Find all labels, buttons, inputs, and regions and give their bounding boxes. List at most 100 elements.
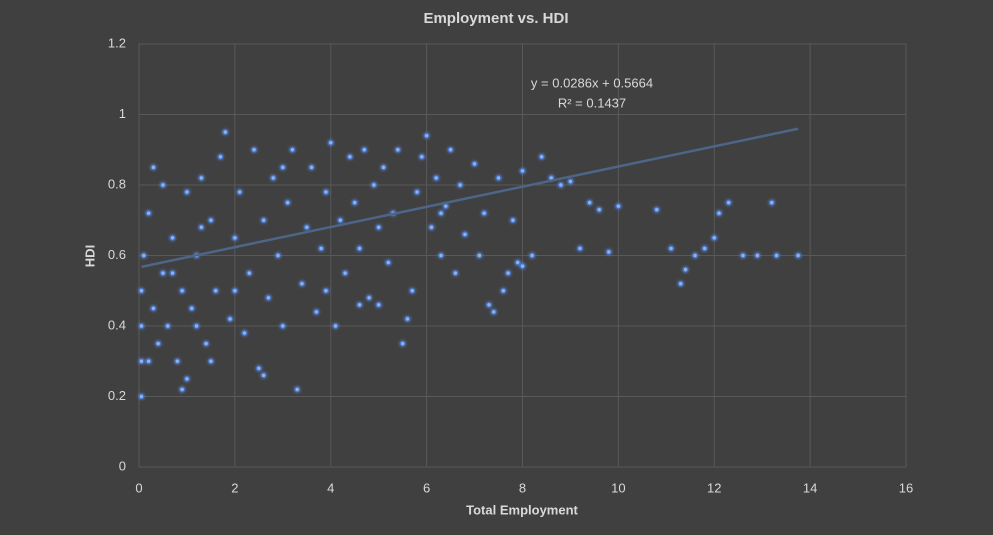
point <box>596 206 603 213</box>
point <box>289 146 296 153</box>
point <box>385 259 392 266</box>
point <box>231 287 238 294</box>
point <box>179 386 186 393</box>
point <box>438 210 444 217</box>
point <box>160 182 166 188</box>
trendline-r2: R² = 0.1437 <box>558 95 626 110</box>
point <box>514 259 521 266</box>
point <box>438 252 444 259</box>
point <box>462 231 468 238</box>
y-tick-label: 0.2 <box>108 388 126 403</box>
point <box>423 132 430 139</box>
x-tick-label: 8 <box>519 480 526 495</box>
point <box>380 164 387 171</box>
point <box>447 146 454 153</box>
point <box>332 323 339 329</box>
point <box>519 167 526 174</box>
point <box>481 210 488 217</box>
point <box>145 210 152 217</box>
point <box>188 305 195 312</box>
point <box>150 305 157 312</box>
point <box>241 330 248 336</box>
x-axis-title: Total Employment <box>466 502 578 517</box>
point <box>160 270 166 277</box>
point <box>217 153 224 160</box>
point <box>138 287 145 294</box>
point <box>356 245 363 252</box>
point <box>236 189 243 195</box>
point <box>692 252 698 259</box>
point <box>246 270 253 277</box>
grid <box>138 43 907 468</box>
point <box>184 375 190 382</box>
point <box>270 175 277 181</box>
point <box>255 365 262 372</box>
point <box>577 245 583 252</box>
point <box>375 301 382 308</box>
point <box>231 234 238 241</box>
point <box>260 372 267 379</box>
point <box>795 252 802 259</box>
trendline <box>141 127 799 269</box>
point <box>198 175 205 181</box>
point <box>169 234 176 241</box>
point <box>361 146 368 153</box>
point <box>150 164 157 171</box>
point <box>222 129 229 136</box>
point <box>318 245 325 252</box>
point <box>227 316 233 322</box>
point <box>682 266 689 273</box>
point <box>414 189 420 195</box>
point <box>519 263 526 269</box>
point <box>260 217 267 224</box>
point <box>342 270 349 277</box>
point <box>500 287 507 294</box>
point <box>716 210 722 217</box>
y-tick-label: 0.8 <box>108 176 126 191</box>
point <box>208 217 214 224</box>
point <box>323 287 329 294</box>
point <box>347 153 353 160</box>
point <box>418 153 425 160</box>
point <box>510 217 516 224</box>
point <box>366 294 373 301</box>
point <box>668 245 675 252</box>
y-tick-label: 1 <box>119 106 126 121</box>
point <box>567 178 574 185</box>
point <box>138 393 145 400</box>
point <box>294 386 301 393</box>
point <box>452 270 459 277</box>
point <box>711 234 718 241</box>
point <box>404 316 411 322</box>
point <box>184 189 190 195</box>
point <box>169 270 176 277</box>
point <box>433 175 440 181</box>
point <box>773 252 780 259</box>
point <box>505 270 512 277</box>
point <box>394 146 401 153</box>
x-tick-label: 12 <box>707 480 721 495</box>
point <box>313 309 320 315</box>
point <box>155 340 162 347</box>
point <box>653 206 660 213</box>
x-tick-label: 4 <box>327 480 334 495</box>
point <box>198 224 205 231</box>
point <box>145 358 152 365</box>
point <box>299 280 305 287</box>
x-tick-label: 16 <box>899 480 913 495</box>
y-tick-label: 0.4 <box>108 317 126 332</box>
point <box>179 287 186 294</box>
point <box>605 249 612 255</box>
point <box>138 323 145 329</box>
point <box>725 199 732 206</box>
point <box>303 224 310 231</box>
point <box>495 175 502 181</box>
point <box>740 252 746 259</box>
point <box>529 252 535 259</box>
point <box>275 252 281 259</box>
point <box>279 323 286 329</box>
point <box>279 164 286 171</box>
point <box>208 358 214 365</box>
x-tick-label: 6 <box>423 480 430 495</box>
